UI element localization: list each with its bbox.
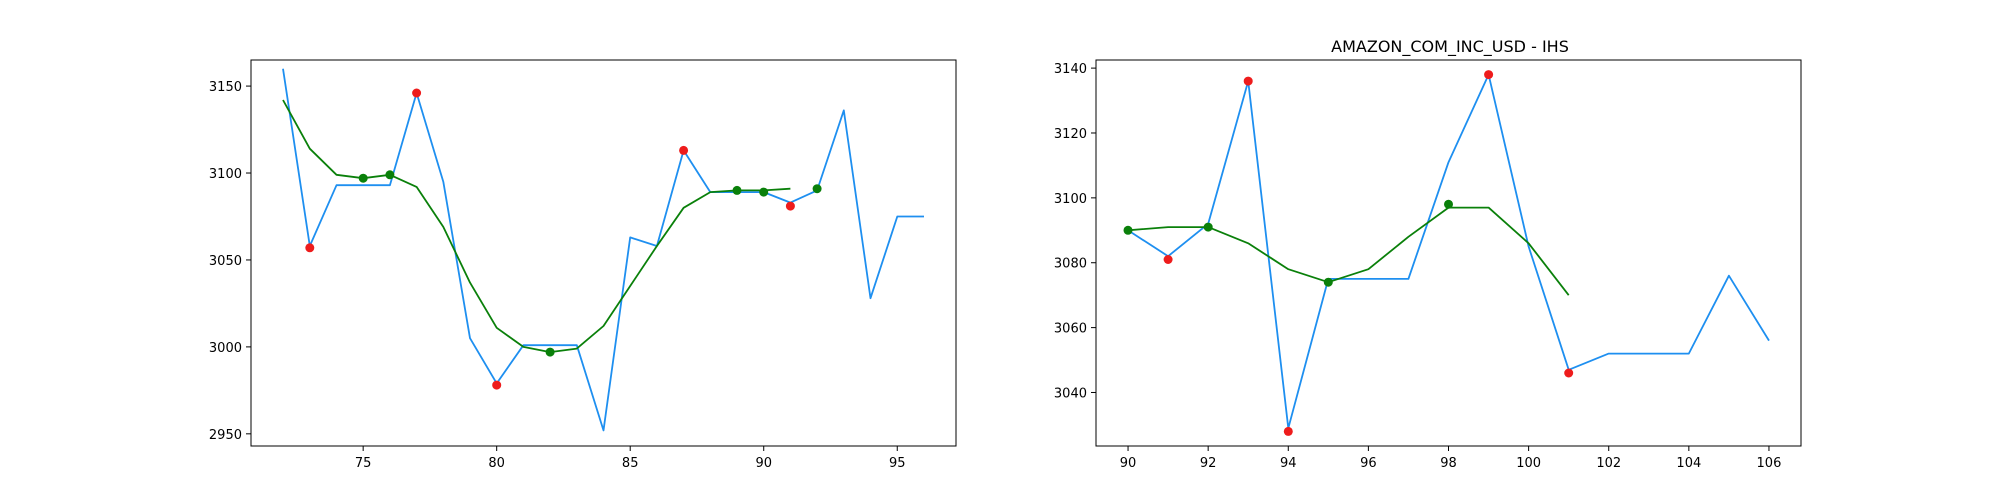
- chart-2-x-tick-label: 106: [1757, 456, 1782, 471]
- chart-2-extremum-point-red: [1484, 70, 1494, 80]
- chart-1-extremum-point-green: [812, 184, 822, 194]
- chart-1-extremum-point-red: [412, 88, 422, 98]
- chart-2-extremum-point-green: [1323, 277, 1333, 287]
- chart-1-extremum-point-green: [732, 185, 742, 195]
- chart-2-price-line: [1127, 73, 1770, 430]
- chart-1-x-tick-label: 75: [355, 456, 372, 471]
- chart-1-extremum-point-green: [759, 187, 769, 197]
- chart-2-smoothed-line: [1127, 206, 1570, 296]
- chart-2-y-tick-label: 3100: [1054, 192, 1087, 207]
- chart-1-x-tick-label: 95: [889, 456, 906, 471]
- chart-2-plot-frame: [1095, 59, 1802, 447]
- chart-1-extremum-point-red: [492, 380, 502, 390]
- chart-2-y-tick-label: 3040: [1054, 386, 1087, 401]
- chart-1-x-tick-label: 85: [622, 456, 639, 471]
- chart-2-extremum-point-green: [1123, 225, 1133, 235]
- chart-1-y-tick-label: 3150: [209, 80, 242, 95]
- chart-1-price-line: [282, 68, 924, 432]
- chart-title-right: AMAZON_COM_INC_USD - IHS: [1331, 37, 1569, 57]
- chart-1-y-tick-label: 3100: [209, 167, 242, 182]
- chart-2-x-tick-label: 102: [1596, 456, 1621, 471]
- chart-1-extremum-point-red: [785, 201, 795, 211]
- chart-2-x-tick-label: 104: [1676, 456, 1701, 471]
- chart-2-x-tick-label: 90: [1120, 456, 1137, 471]
- chart-2-x-tick-label: 96: [1360, 456, 1377, 471]
- chart-2-extremum-point-red: [1283, 426, 1293, 436]
- chart-1-x-tick-label: 90: [755, 456, 772, 471]
- chart-1-extremum-point-red: [305, 243, 315, 253]
- chart-2-x-tick-label: 94: [1280, 456, 1297, 471]
- chart-2-extremum-point-green: [1203, 222, 1213, 232]
- chart-1-x-tick-label: 80: [488, 456, 505, 471]
- chart-1-y-tick-label: 3050: [209, 254, 242, 269]
- chart-2-y-tick-label: 3140: [1054, 62, 1087, 77]
- chart-2-extremum-point-red: [1243, 76, 1253, 86]
- chart-2-extremum-point-red: [1163, 255, 1173, 264]
- chart-1-plot-frame: [250, 59, 957, 447]
- chart-2-x-tick-label: 92: [1200, 456, 1217, 471]
- chart-2-x-tick-label: 98: [1440, 456, 1457, 471]
- chart-2-extremum-point-green: [1444, 199, 1453, 209]
- chart-1-y-tick-label: 3000: [209, 341, 242, 356]
- chart-2-y-tick-label: 3080: [1054, 257, 1087, 272]
- chart-2-y-tick-label: 3060: [1054, 322, 1087, 337]
- chart-2-x-tick-label: 100: [1516, 456, 1541, 471]
- chart-1-smoothed-line: [282, 99, 791, 354]
- chart-1-extremum-point-green: [385, 170, 395, 180]
- chart-1-extremum-point-red: [679, 145, 689, 155]
- chart-2-extremum-point-red: [1564, 368, 1574, 378]
- chart-1-extremum-point-green: [545, 347, 555, 357]
- chart-2-y-tick-label: 3120: [1054, 127, 1087, 142]
- chart-1-extremum-point-green: [358, 173, 368, 183]
- chart-1-y-tick-label: 2950: [209, 428, 242, 443]
